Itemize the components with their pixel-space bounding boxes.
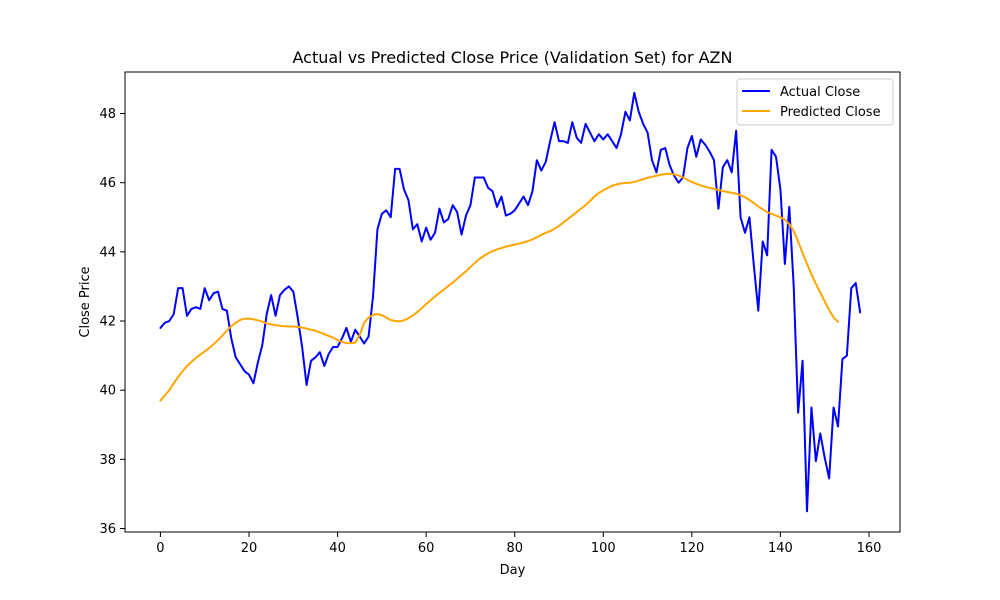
series-layer — [159, 91, 862, 513]
legend: Actual Close Predicted Close — [736, 78, 894, 126]
legend-box — [736, 78, 894, 126]
y-tick-label: 36 — [99, 522, 116, 537]
y-axis: 36 38 40 42 44 46 48 — [99, 107, 125, 537]
y-tick-label: 44 — [99, 245, 116, 260]
axes-background — [125, 72, 900, 532]
x-tick-label: 160 — [857, 541, 882, 556]
y-tick-label: 46 — [99, 176, 116, 191]
x-tick-label: 80 — [506, 541, 523, 556]
axes-frame — [124, 71, 901, 533]
plot-area — [124, 71, 901, 533]
x-axis-label: Day — [500, 563, 526, 578]
chart-title: Actual vs Predicted Close Price (Validat… — [293, 48, 733, 67]
legend-label-predicted-close: Predicted Close — [780, 105, 881, 120]
x-tick-label: 0 — [156, 541, 164, 556]
y-tick-label: 38 — [99, 453, 116, 468]
x-tick-label: 20 — [241, 541, 258, 556]
series-line-actual-close — [159, 91, 862, 513]
y-tick-label: 48 — [99, 107, 116, 122]
x-axis: 0 20 40 60 80 100 120 140 160 — [156, 532, 881, 556]
x-tick-label: 140 — [768, 541, 793, 556]
y-tick-label: 42 — [99, 315, 116, 330]
x-tick-label: 100 — [591, 541, 616, 556]
x-tick-label: 120 — [679, 541, 704, 556]
y-axis-label: Close Price — [78, 266, 93, 337]
series-line-predicted-close — [159, 172, 839, 402]
x-tick-label: 40 — [329, 541, 346, 556]
y-tick-label: 40 — [99, 384, 116, 399]
x-tick-label: 60 — [418, 541, 435, 556]
legend-label-actual-close: Actual Close — [780, 85, 860, 100]
